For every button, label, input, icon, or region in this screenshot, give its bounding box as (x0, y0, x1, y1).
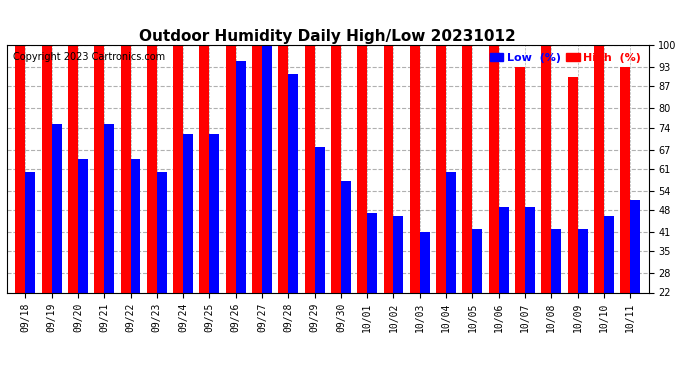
Bar (278, 45, 288, 362)
Bar (304, 45, 315, 362)
Bar (410, 45, 420, 362)
Bar (226, 45, 236, 362)
Bar (515, 67, 525, 362)
Title: Outdoor Humidity Daily High/Low 20231012: Outdoor Humidity Daily High/Low 20231012 (139, 29, 516, 44)
Bar (393, 216, 404, 362)
Bar (130, 159, 141, 362)
Bar (331, 45, 341, 362)
Bar (462, 45, 473, 362)
Bar (568, 77, 578, 362)
Bar (436, 45, 446, 362)
Bar (15, 45, 26, 362)
Bar (262, 45, 272, 362)
Text: Copyright 2023 Cartronics.com: Copyright 2023 Cartronics.com (13, 53, 166, 62)
Bar (525, 207, 535, 362)
Bar (173, 45, 183, 362)
Bar (41, 45, 52, 362)
Bar (551, 229, 561, 362)
Bar (252, 45, 262, 362)
Bar (341, 182, 351, 362)
Bar (384, 45, 393, 362)
Bar (52, 124, 61, 362)
Bar (26, 172, 35, 362)
Bar (147, 45, 157, 362)
Bar (157, 172, 167, 362)
Legend: Low  (%), High  (%): Low (%), High (%) (488, 51, 643, 65)
Bar (95, 45, 104, 362)
Bar (367, 213, 377, 362)
Bar (578, 229, 588, 362)
Bar (288, 74, 298, 362)
Bar (420, 232, 430, 362)
Bar (357, 45, 367, 362)
Bar (78, 159, 88, 362)
Bar (446, 172, 456, 362)
Bar (68, 45, 78, 362)
Bar (489, 45, 499, 362)
Bar (236, 61, 246, 362)
Bar (209, 134, 219, 362)
Bar (315, 147, 324, 362)
Bar (121, 45, 130, 362)
Bar (183, 134, 193, 362)
Bar (499, 207, 509, 362)
Bar (541, 45, 551, 362)
Bar (594, 45, 604, 362)
Bar (604, 216, 614, 362)
Bar (473, 229, 482, 362)
Bar (199, 45, 209, 362)
Bar (620, 67, 630, 362)
Bar (630, 201, 640, 362)
Bar (104, 124, 115, 362)
